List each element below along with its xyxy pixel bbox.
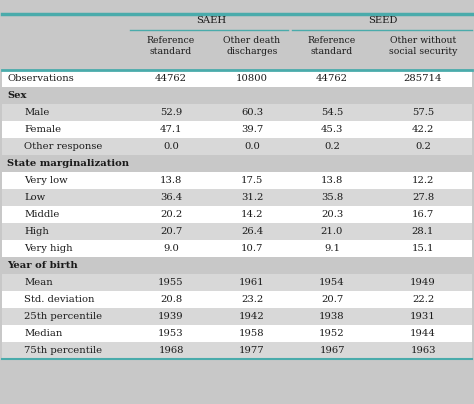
Text: 0.2: 0.2: [415, 142, 431, 151]
Text: 54.5: 54.5: [321, 108, 343, 117]
Text: Mean: Mean: [24, 278, 53, 287]
Text: 75th percentile: 75th percentile: [24, 346, 102, 355]
Text: Male: Male: [24, 108, 49, 117]
Text: 1939: 1939: [158, 312, 184, 321]
Text: 60.3: 60.3: [241, 108, 263, 117]
Text: Low: Low: [24, 193, 45, 202]
Text: 1968: 1968: [158, 346, 184, 355]
Text: 1967: 1967: [319, 346, 345, 355]
Text: 0.2: 0.2: [324, 142, 340, 151]
Text: 26.4: 26.4: [241, 227, 263, 236]
Text: 25th percentile: 25th percentile: [24, 312, 102, 321]
Text: 31.2: 31.2: [241, 193, 263, 202]
Text: 15.1: 15.1: [412, 244, 434, 253]
Text: Sex: Sex: [7, 91, 27, 100]
Text: 12.2: 12.2: [412, 176, 434, 185]
Text: SAEH: SAEH: [196, 16, 226, 25]
Text: 23.2: 23.2: [241, 295, 263, 304]
Text: 20.7: 20.7: [321, 295, 343, 304]
Text: 1977: 1977: [239, 346, 265, 355]
Text: 10.7: 10.7: [241, 244, 263, 253]
Text: 1961: 1961: [239, 278, 265, 287]
Text: Very low: Very low: [24, 176, 68, 185]
FancyBboxPatch shape: [2, 291, 472, 308]
Text: Std. deviation: Std. deviation: [24, 295, 94, 304]
Text: High: High: [24, 227, 49, 236]
Text: 1931: 1931: [410, 312, 436, 321]
Text: 36.4: 36.4: [160, 193, 182, 202]
Text: 17.5: 17.5: [241, 176, 263, 185]
Text: 1949: 1949: [410, 278, 436, 287]
Text: 1963: 1963: [410, 346, 436, 355]
Text: Other death
discharges: Other death discharges: [223, 36, 281, 56]
FancyBboxPatch shape: [2, 104, 472, 121]
Text: 20.2: 20.2: [160, 210, 182, 219]
Text: 1953: 1953: [158, 329, 184, 338]
FancyBboxPatch shape: [2, 206, 472, 223]
Text: 16.7: 16.7: [412, 210, 434, 219]
Text: Other without
social security: Other without social security: [389, 36, 457, 56]
FancyBboxPatch shape: [2, 87, 472, 104]
Text: 9.0: 9.0: [163, 244, 179, 253]
Text: Year of birth: Year of birth: [7, 261, 78, 270]
Text: 14.2: 14.2: [241, 210, 263, 219]
FancyBboxPatch shape: [2, 223, 472, 240]
Text: State marginalization: State marginalization: [7, 159, 129, 168]
FancyBboxPatch shape: [2, 325, 472, 342]
Text: 28.1: 28.1: [412, 227, 434, 236]
Text: SEED: SEED: [368, 16, 398, 25]
Text: 1952: 1952: [319, 329, 345, 338]
Text: 13.8: 13.8: [321, 176, 343, 185]
FancyBboxPatch shape: [2, 172, 472, 189]
Text: 0.0: 0.0: [244, 142, 260, 151]
Text: Reference
standard: Reference standard: [147, 36, 195, 56]
FancyBboxPatch shape: [2, 189, 472, 206]
Text: 52.9: 52.9: [160, 108, 182, 117]
Text: 45.3: 45.3: [321, 125, 343, 134]
Text: Middle: Middle: [24, 210, 59, 219]
FancyBboxPatch shape: [2, 121, 472, 138]
Text: 20.8: 20.8: [160, 295, 182, 304]
Text: 21.0: 21.0: [321, 227, 343, 236]
FancyBboxPatch shape: [2, 257, 472, 274]
FancyBboxPatch shape: [2, 342, 472, 359]
Text: Other response: Other response: [24, 142, 102, 151]
FancyBboxPatch shape: [2, 308, 472, 325]
FancyBboxPatch shape: [2, 240, 472, 257]
FancyBboxPatch shape: [2, 14, 472, 404]
Text: 1944: 1944: [410, 329, 436, 338]
Text: Reference
standard: Reference standard: [308, 36, 356, 56]
Text: 1938: 1938: [319, 312, 345, 321]
Text: 1958: 1958: [239, 329, 265, 338]
Text: 22.2: 22.2: [412, 295, 434, 304]
FancyBboxPatch shape: [2, 70, 472, 87]
Text: 42.2: 42.2: [412, 125, 434, 134]
Text: 285714: 285714: [404, 74, 442, 83]
Text: 0.0: 0.0: [163, 142, 179, 151]
Text: 44762: 44762: [155, 74, 187, 83]
FancyBboxPatch shape: [2, 155, 472, 172]
Text: Female: Female: [24, 125, 61, 134]
Text: 39.7: 39.7: [241, 125, 263, 134]
Text: 27.8: 27.8: [412, 193, 434, 202]
Text: 1954: 1954: [319, 278, 345, 287]
Text: Median: Median: [24, 329, 63, 338]
Text: 10800: 10800: [236, 74, 268, 83]
Text: 1955: 1955: [158, 278, 184, 287]
FancyBboxPatch shape: [2, 274, 472, 291]
Text: 44762: 44762: [316, 74, 348, 83]
FancyBboxPatch shape: [2, 138, 472, 155]
Text: 20.7: 20.7: [160, 227, 182, 236]
Text: 13.8: 13.8: [160, 176, 182, 185]
Text: 9.1: 9.1: [324, 244, 340, 253]
Text: 1942: 1942: [239, 312, 265, 321]
Text: 35.8: 35.8: [321, 193, 343, 202]
Text: Very high: Very high: [24, 244, 73, 253]
Text: 57.5: 57.5: [412, 108, 434, 117]
Text: 47.1: 47.1: [160, 125, 182, 134]
Text: 20.3: 20.3: [321, 210, 343, 219]
Text: Observations: Observations: [7, 74, 74, 83]
